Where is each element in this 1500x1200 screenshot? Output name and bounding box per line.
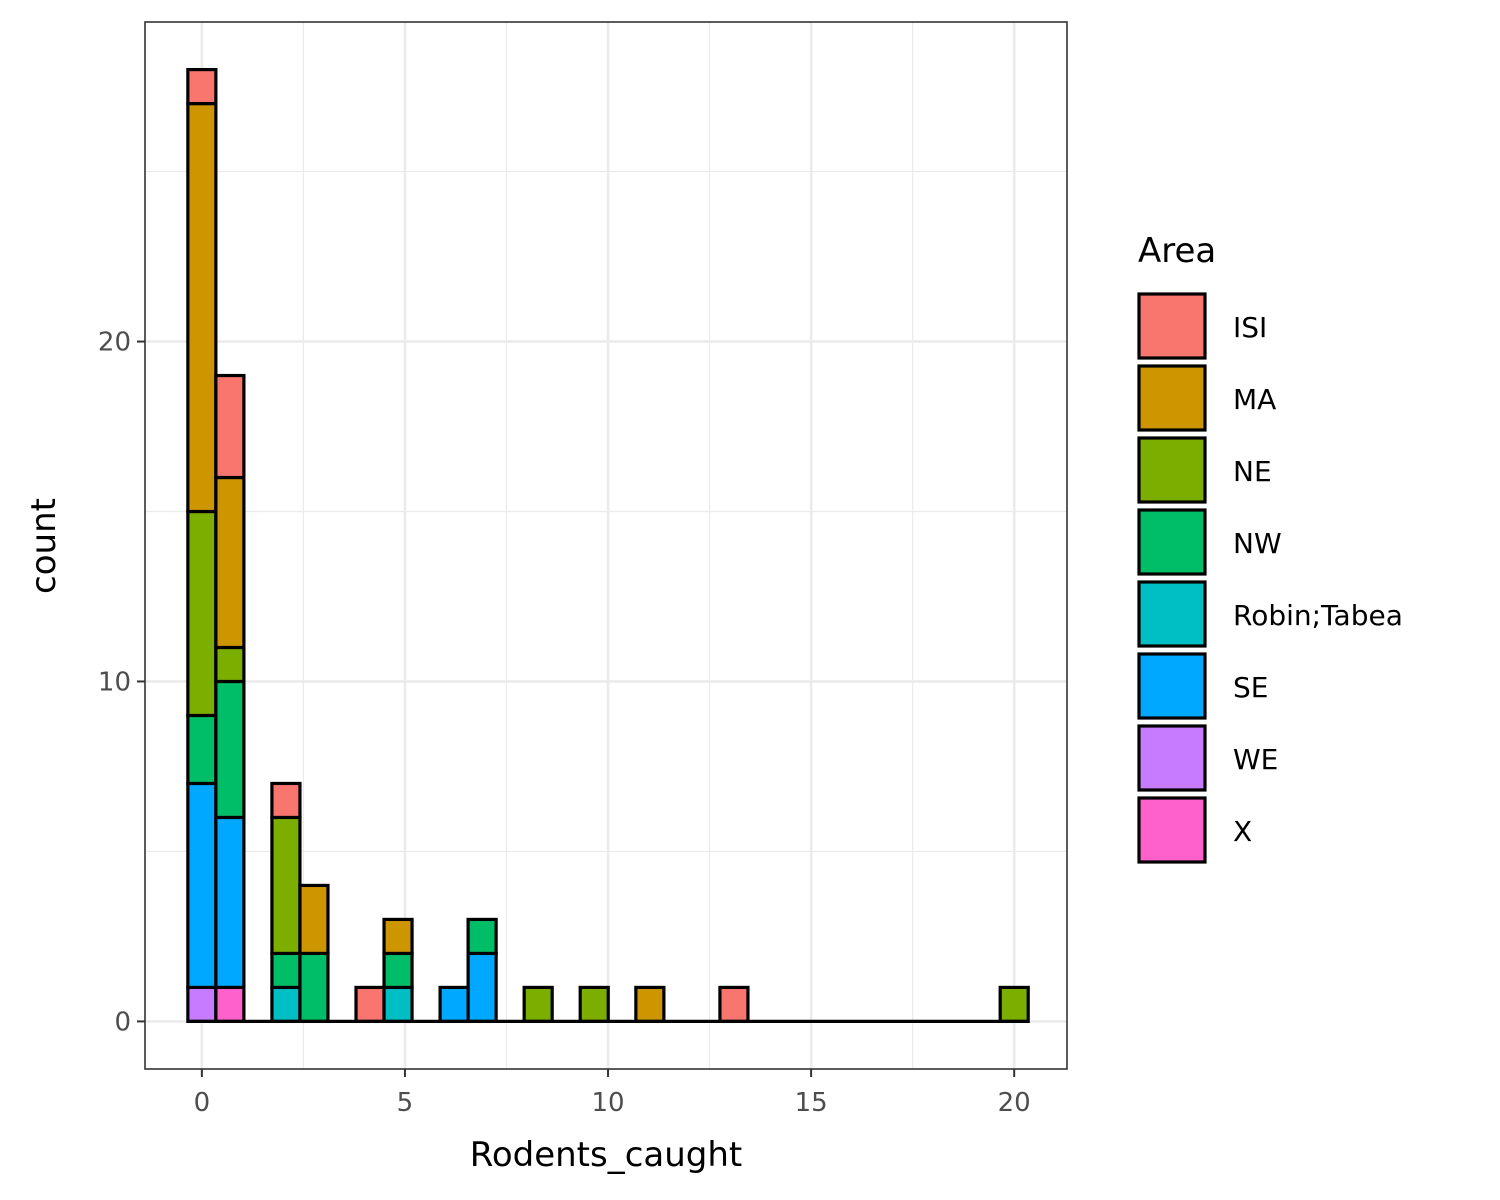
x-axis-title: Rodents_caught	[470, 1135, 743, 1175]
legend-key-ma	[1137, 364, 1207, 432]
legend-label-robin-tabea: Robin;Tabea	[1233, 599, 1403, 632]
legend-key-isi	[1137, 292, 1207, 360]
bar-segment-nw	[270, 951, 302, 990]
bar-segment-ma	[382, 917, 414, 956]
legend-label-we: WE	[1233, 743, 1278, 776]
legend-key-ne	[1137, 436, 1207, 504]
bar-segment-robin-tabea	[382, 985, 414, 1024]
bar-segment-isi	[214, 373, 246, 480]
legend-items: ISI MA NE NW Robin;Tabea SE WE X	[1137, 292, 1403, 864]
legend-label-ne: NE	[1233, 455, 1272, 488]
bar-segment-nw	[186, 713, 218, 786]
bar-segment-isi	[270, 781, 302, 820]
legend-label-x: X	[1233, 815, 1252, 848]
legend-key-we	[1137, 724, 1207, 792]
x-tick-label: 5	[397, 1088, 414, 1118]
bar-segment-isi	[354, 985, 386, 1024]
legend-label-ma: MA	[1233, 383, 1276, 416]
bar-segment-ma	[214, 475, 246, 650]
bar-segment-nw	[298, 951, 330, 1024]
bar-segment-we	[186, 985, 218, 1024]
y-tick-label: 20	[98, 328, 131, 358]
legend-title: Area	[1138, 231, 1216, 271]
legend-label-se: SE	[1233, 671, 1268, 704]
bars	[186, 67, 1030, 1024]
legend-key-se	[1137, 652, 1207, 720]
bar-segment-ne	[578, 985, 610, 1024]
y-axis-title: count	[24, 498, 64, 594]
legend-label-isi: ISI	[1233, 311, 1267, 344]
bar-segment-x	[214, 985, 246, 1024]
axes: 0 5 10 15 20 0 10 20	[98, 328, 1031, 1118]
bar-segment-isi	[718, 985, 750, 1024]
bar-segment-ne	[998, 985, 1030, 1024]
y-tick-label: 10	[98, 667, 131, 697]
bar-segment-se	[214, 815, 246, 990]
bar-segment-nw	[214, 679, 246, 820]
legend-key-nw	[1137, 508, 1207, 576]
bar-segment-ne	[270, 815, 302, 956]
bar-segment-ma	[634, 985, 666, 1024]
bar-segment-se	[438, 985, 470, 1024]
legend: Area ISI MA NE NW Robin;Tabea SE WE X	[1137, 231, 1403, 864]
legend-label-nw: NW	[1233, 527, 1282, 560]
x-tick-label: 10	[591, 1088, 624, 1118]
legend-key-robin-tabea	[1137, 580, 1207, 648]
legend-key-x	[1137, 796, 1207, 864]
bar-segment-ne	[214, 645, 246, 684]
bar-segment-nw	[382, 951, 414, 990]
y-tick-label: 0	[114, 1007, 131, 1037]
bar-segment-se	[186, 781, 218, 990]
bar-segment-isi	[186, 67, 218, 106]
bar-segment-ne	[522, 985, 554, 1024]
bar-segment-se	[466, 951, 498, 1024]
bar-segment-ne	[186, 509, 218, 718]
panel-border	[144, 21, 1068, 1070]
x-tick-label: 15	[795, 1088, 828, 1118]
x-tick-label: 20	[998, 1088, 1031, 1118]
bar-segment-ma	[186, 101, 218, 514]
bar-segment-nw	[466, 917, 498, 956]
x-tick-label: 0	[194, 1088, 211, 1118]
bar-segment-robin-tabea	[270, 985, 302, 1024]
bar-segment-ma	[298, 883, 330, 956]
